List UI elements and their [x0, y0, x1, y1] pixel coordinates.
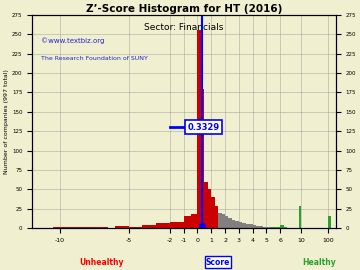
Bar: [284, 227, 287, 228]
Bar: [190, 214, 198, 228]
Bar: [87, 227, 94, 228]
Bar: [328, 217, 331, 228]
Bar: [184, 217, 190, 228]
Bar: [211, 197, 215, 228]
Text: Unhealthy: Unhealthy: [79, 258, 123, 266]
Bar: [94, 227, 101, 228]
Bar: [232, 220, 235, 228]
Y-axis label: Number of companies (997 total): Number of companies (997 total): [4, 69, 9, 174]
Bar: [215, 206, 218, 228]
Bar: [156, 224, 170, 228]
Bar: [222, 214, 225, 228]
Bar: [129, 227, 143, 228]
Bar: [218, 212, 222, 228]
Bar: [201, 89, 204, 228]
Bar: [253, 225, 256, 228]
Title: Z’-Score Histogram for HT (2016): Z’-Score Histogram for HT (2016): [86, 4, 282, 14]
Bar: [53, 227, 60, 228]
Text: Score: Score: [206, 258, 230, 266]
Text: ©www.textbiz.org: ©www.textbiz.org: [41, 37, 105, 44]
Bar: [208, 189, 211, 228]
Bar: [256, 226, 260, 228]
Bar: [280, 225, 284, 228]
Bar: [80, 227, 87, 228]
Bar: [277, 227, 280, 228]
Bar: [101, 227, 108, 228]
Bar: [239, 222, 242, 228]
Bar: [143, 225, 156, 228]
Bar: [260, 226, 263, 228]
Bar: [225, 217, 229, 228]
Bar: [273, 227, 277, 228]
Bar: [115, 226, 129, 228]
Bar: [235, 221, 239, 228]
Bar: [170, 222, 184, 228]
Bar: [270, 227, 273, 228]
Bar: [204, 182, 208, 228]
Bar: [246, 224, 249, 228]
Bar: [242, 223, 246, 228]
Text: 0.3329: 0.3329: [188, 123, 220, 132]
Bar: [60, 227, 67, 228]
Text: The Research Foundation of SUNY: The Research Foundation of SUNY: [41, 56, 148, 61]
Bar: [73, 227, 80, 228]
Bar: [67, 227, 73, 228]
Bar: [249, 224, 253, 228]
Text: Sector: Financials: Sector: Financials: [144, 23, 224, 32]
Text: Healthy: Healthy: [302, 258, 336, 266]
Bar: [298, 206, 301, 228]
Bar: [263, 227, 266, 228]
Bar: [229, 218, 232, 228]
Bar: [266, 227, 270, 228]
Bar: [198, 31, 201, 228]
